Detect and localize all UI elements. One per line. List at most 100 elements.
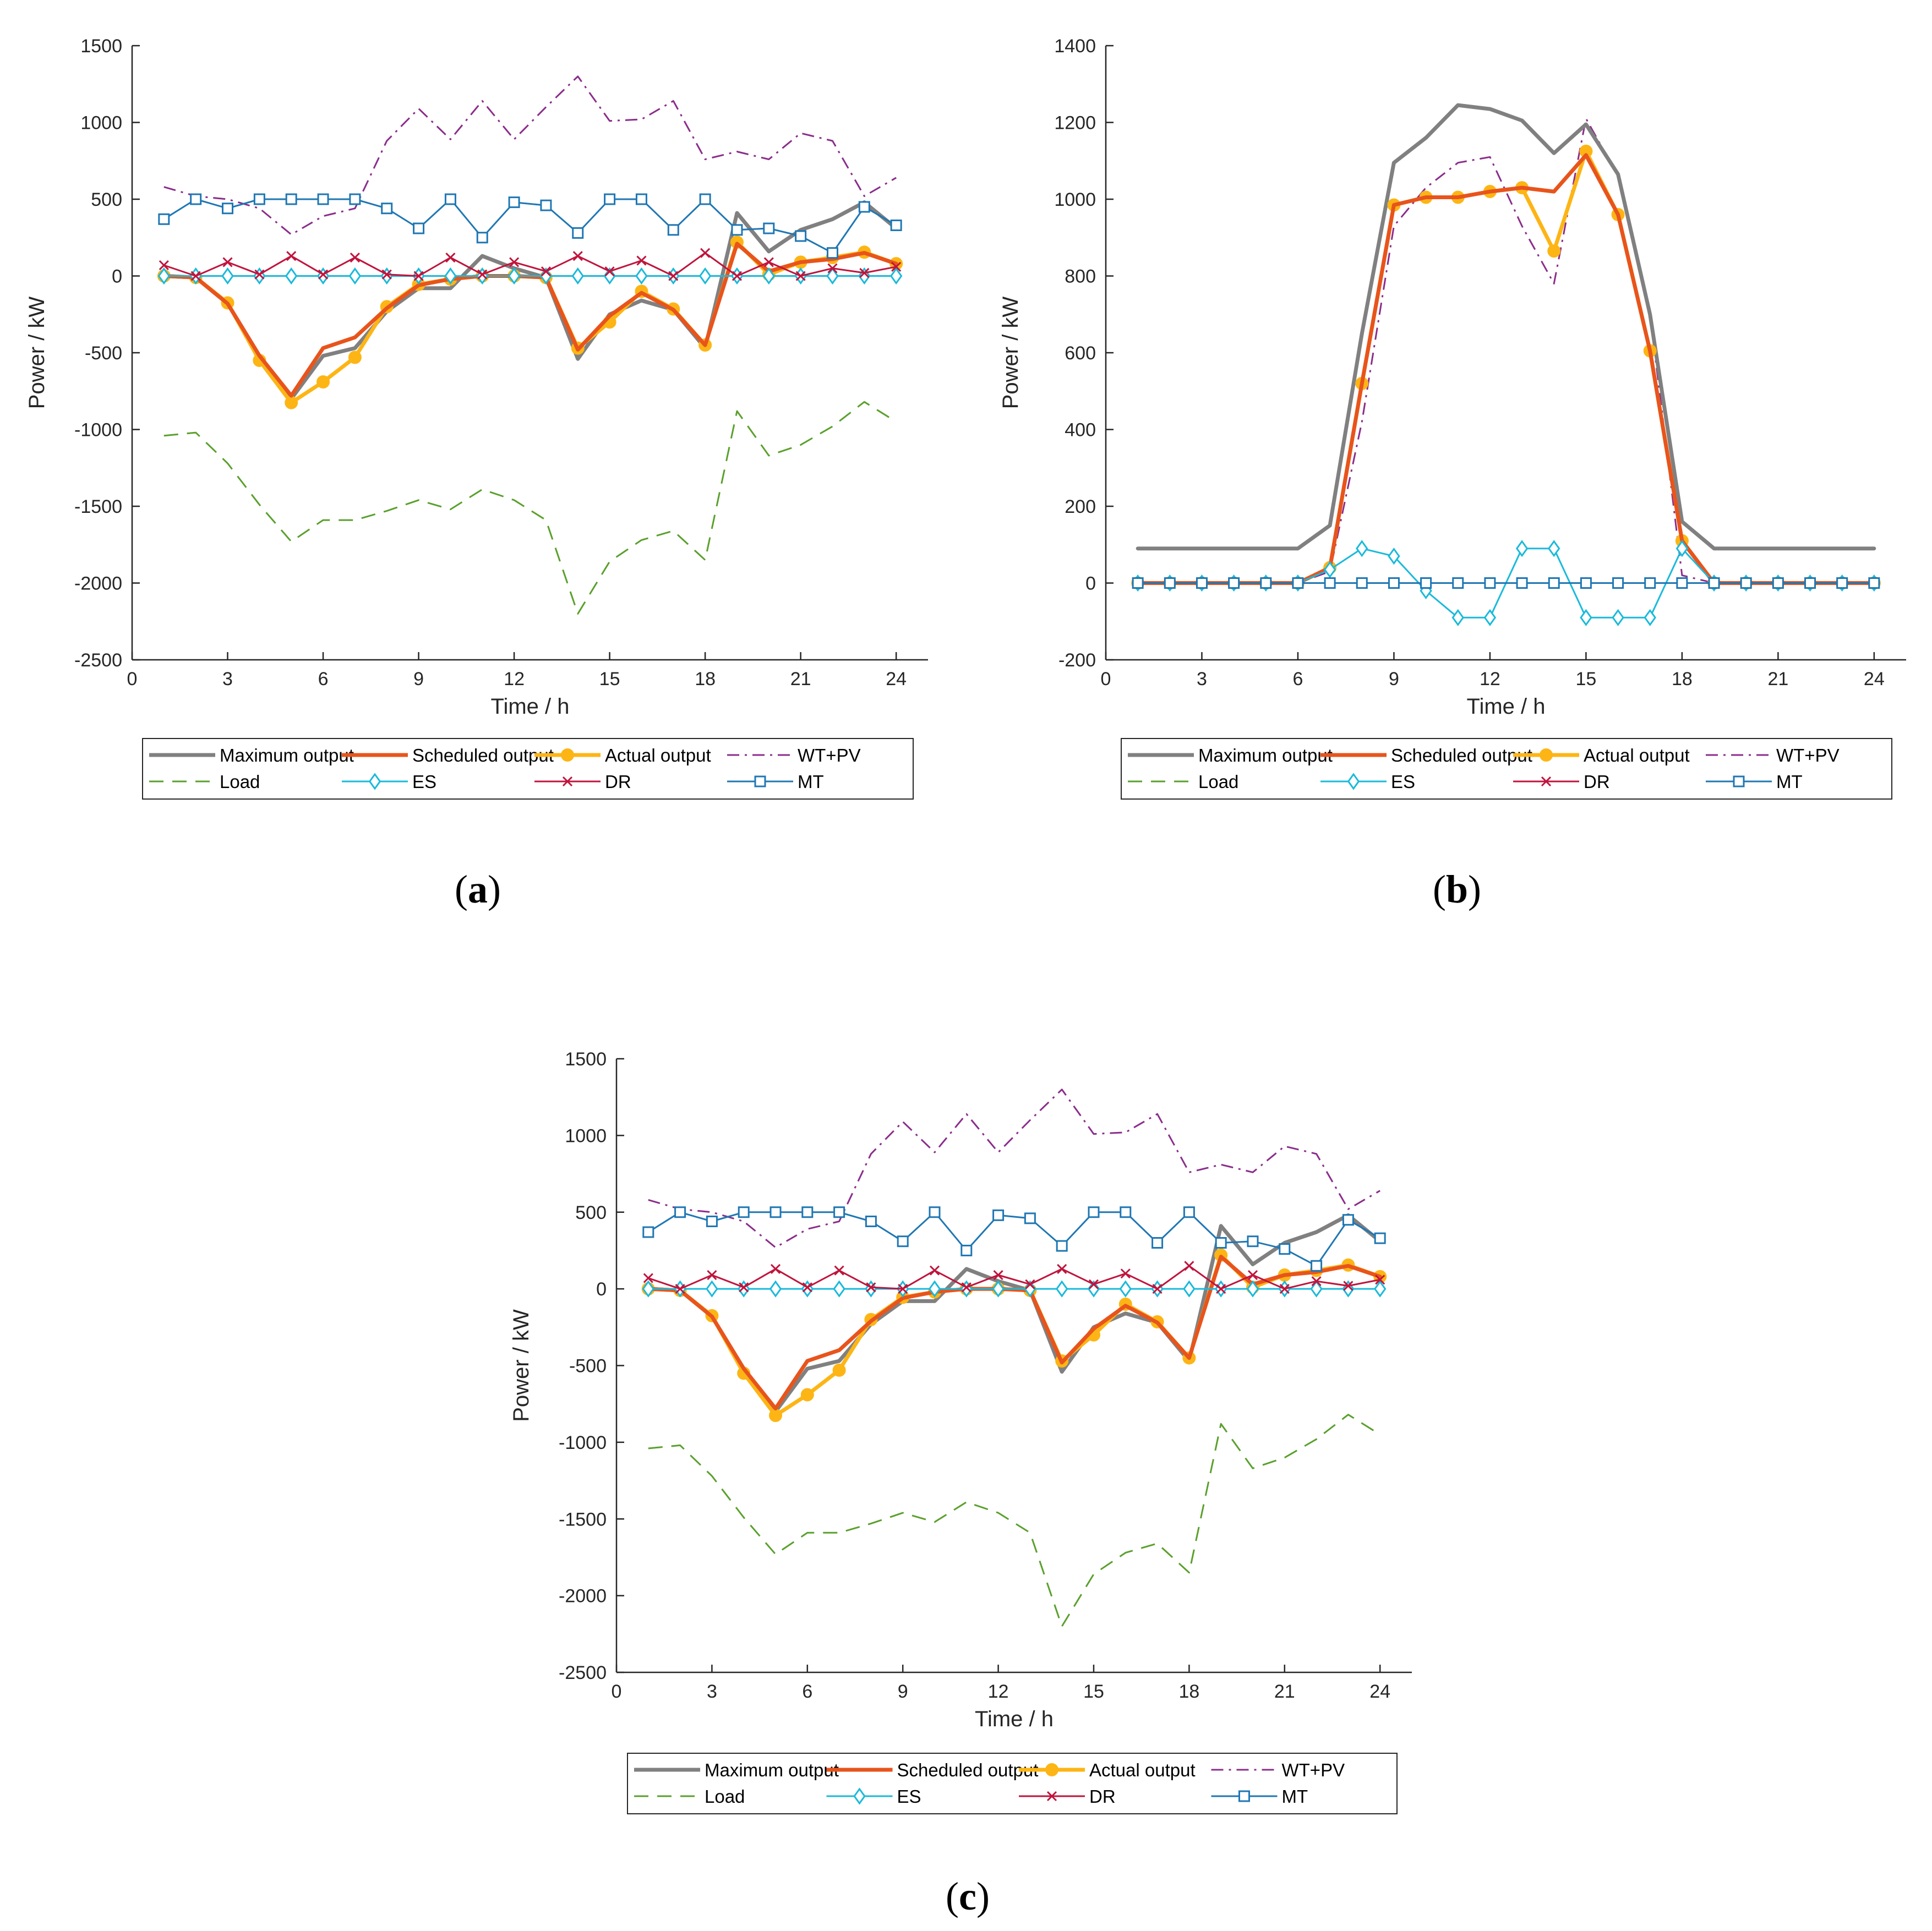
series-line-maximum_output: [1136, 103, 1876, 551]
legend-item-actual_output: Actual output: [1513, 745, 1690, 765]
legend-label: Maximum output: [1198, 745, 1333, 765]
data-point-es: [1087, 1280, 1100, 1298]
y-tick-label: -1500: [74, 496, 122, 517]
data-point-mt: [158, 213, 170, 225]
data-point-mt: [1056, 1240, 1068, 1252]
legend: Maximum output Scheduled output Actual out…: [142, 738, 914, 800]
y-tick-label: 400: [1065, 420, 1096, 441]
data-point-actual_output: [800, 1388, 814, 1402]
data-point-es: [571, 267, 584, 285]
data-point-dr: [668, 271, 679, 281]
data-point-actual_output: [769, 1409, 782, 1423]
data-point-mt: [706, 1215, 718, 1227]
series-line-scheduled_output: [1136, 153, 1876, 585]
data-point-mt: [635, 193, 647, 205]
data-point-es: [1451, 609, 1464, 626]
data-point-es: [865, 1280, 877, 1298]
data-point-mt: [1388, 577, 1400, 589]
legend-label: MT: [1776, 772, 1803, 792]
data-point-dr: [707, 1270, 717, 1281]
series-wt_pv: [648, 1088, 1380, 1249]
legend-label: DR: [605, 772, 631, 792]
series-line-dr: [163, 252, 897, 277]
x-tick-label: 6: [318, 669, 329, 690]
panel-label: (b): [1433, 867, 1481, 911]
legend-item-wt_pv: WT+PV: [1211, 1760, 1345, 1780]
series-line-load: [163, 401, 897, 615]
legend-marker-actual_output: [1540, 748, 1553, 762]
y-tick-label: 800: [1065, 266, 1096, 287]
data-point-mt: [1452, 577, 1464, 589]
legend-label: Maximum output: [220, 745, 354, 765]
legend-box: [142, 738, 914, 800]
legend-item-actual_output: Actual output: [1019, 1760, 1196, 1780]
data-point-mt: [1740, 577, 1752, 589]
legend-marker-dr: [1046, 1791, 1057, 1802]
data-point-actual_output: [832, 1363, 846, 1377]
data-point-dr: [159, 260, 169, 271]
data-point-mt: [833, 1206, 845, 1218]
legend-box: [627, 1753, 1398, 1814]
legend-label: Load: [705, 1786, 745, 1807]
data-point-dr: [1088, 1279, 1099, 1289]
y-tick-label: 1000: [80, 113, 122, 134]
legend-marker-dr: [1541, 776, 1552, 787]
x-tick-label: 9: [898, 1681, 908, 1702]
data-point-dr: [770, 1263, 781, 1274]
data-point-mt: [1215, 1237, 1227, 1249]
x-tick-label: 0: [1101, 669, 1111, 690]
data-point-dr: [1311, 1276, 1322, 1287]
data-point-mt: [1548, 577, 1560, 589]
data-point-dr: [604, 266, 615, 277]
data-point-mt: [1420, 577, 1432, 589]
x-tick-label: 12: [1480, 669, 1500, 690]
data-point-mt: [413, 222, 425, 234]
y-tick-label: 0: [1085, 573, 1096, 594]
series-mt: [642, 1206, 1386, 1272]
legend-item-maximum_output: Maximum output: [1128, 745, 1333, 765]
data-point-mt: [1644, 577, 1656, 589]
x-tick-label: 9: [1389, 669, 1399, 690]
y-tick-label: -500: [85, 343, 122, 364]
data-point-es: [1055, 1280, 1068, 1298]
data-point-es: [1310, 1280, 1323, 1298]
data-point-es: [889, 267, 903, 285]
data-point-mt: [1311, 1260, 1323, 1272]
legend-marker-es: [853, 1787, 866, 1805]
data-point-mt: [1151, 1237, 1164, 1249]
series-mt: [1132, 577, 1880, 589]
x-tick-label: 18: [1672, 669, 1693, 690]
x-axis-title: Time / h: [1467, 694, 1546, 719]
data-point-dr: [1343, 1281, 1354, 1291]
data-point-mt: [1196, 577, 1208, 589]
y-tick-label: -200: [1058, 650, 1096, 671]
legend-label: Scheduled output: [412, 745, 554, 765]
series-line-wt_pv: [648, 1088, 1380, 1249]
data-point-dr: [190, 271, 201, 281]
legend-label: MT: [1282, 1786, 1308, 1807]
data-point-es: [1373, 1280, 1387, 1298]
data-point-dr: [222, 257, 233, 267]
data-point-dr: [929, 1265, 940, 1276]
data-point-mt: [897, 1235, 909, 1248]
data-point-mt: [1088, 1206, 1100, 1218]
panel-label-open: (: [946, 1874, 959, 1918]
y-tick-label: 1500: [80, 36, 122, 57]
x-tick-label: 0: [612, 1681, 622, 1702]
data-point-dr: [413, 271, 424, 281]
data-point-mt: [1836, 577, 1848, 589]
data-point-dr: [1057, 1263, 1067, 1274]
y-tick-label: -2500: [74, 650, 122, 671]
legend-label: DR: [1089, 1786, 1116, 1807]
x-tick-label: 12: [504, 669, 525, 690]
legend-item-load: Load: [149, 772, 260, 792]
y-tick-label: -1500: [559, 1509, 607, 1530]
x-tick-label: 18: [695, 669, 716, 690]
legend-item-scheduled_output: Scheduled output: [826, 1760, 1038, 1780]
data-point-dr: [1152, 1284, 1163, 1294]
legend-label: Actual output: [605, 745, 711, 765]
legend-item-scheduled_output: Scheduled output: [1320, 745, 1532, 765]
legend-marker-actual_output: [561, 748, 574, 762]
legend-item-maximum_output: Maximum output: [149, 745, 354, 765]
